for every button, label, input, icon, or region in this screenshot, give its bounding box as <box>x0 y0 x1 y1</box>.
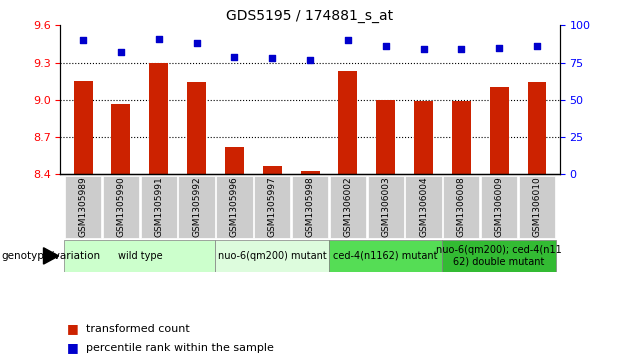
Bar <box>225 147 244 174</box>
Point <box>116 49 126 55</box>
FancyBboxPatch shape <box>103 176 139 238</box>
FancyBboxPatch shape <box>216 176 252 238</box>
FancyBboxPatch shape <box>329 240 443 272</box>
Polygon shape <box>43 248 59 264</box>
Text: percentile rank within the sample: percentile rank within the sample <box>86 343 273 353</box>
Text: nuo-6(qm200) mutant: nuo-6(qm200) mutant <box>218 251 327 261</box>
Bar <box>74 81 93 174</box>
Bar <box>377 100 395 174</box>
FancyBboxPatch shape <box>64 240 216 272</box>
Point <box>191 40 202 46</box>
Text: GSM1306002: GSM1306002 <box>343 176 352 237</box>
FancyBboxPatch shape <box>405 176 441 238</box>
FancyBboxPatch shape <box>141 176 177 238</box>
FancyBboxPatch shape <box>519 176 555 238</box>
Bar <box>187 82 206 174</box>
FancyBboxPatch shape <box>65 176 101 238</box>
Text: GSM1306008: GSM1306008 <box>457 176 466 237</box>
Text: GSM1305996: GSM1305996 <box>230 176 239 237</box>
Text: wild type: wild type <box>118 251 162 261</box>
Bar <box>490 87 509 174</box>
Text: GSM1305991: GSM1305991 <box>155 176 163 237</box>
Point <box>154 36 164 42</box>
Text: ■: ■ <box>67 341 78 354</box>
Text: GSM1306004: GSM1306004 <box>419 176 428 237</box>
Point <box>456 46 466 52</box>
Bar <box>111 103 130 174</box>
FancyBboxPatch shape <box>443 240 556 272</box>
Text: genotype/variation: genotype/variation <box>1 251 100 261</box>
FancyBboxPatch shape <box>179 176 215 238</box>
Point <box>418 46 429 52</box>
Text: GSM1305998: GSM1305998 <box>305 176 315 237</box>
Bar <box>263 166 282 174</box>
Bar <box>452 101 471 174</box>
Point <box>230 54 240 60</box>
FancyBboxPatch shape <box>481 176 517 238</box>
FancyBboxPatch shape <box>292 176 328 238</box>
Text: GSM1305990: GSM1305990 <box>116 176 125 237</box>
Bar <box>149 63 168 174</box>
Bar <box>338 71 357 174</box>
Text: GSM1305989: GSM1305989 <box>79 176 88 237</box>
Bar <box>527 82 546 174</box>
Point <box>305 57 315 62</box>
Point <box>494 45 504 51</box>
Point <box>343 37 353 43</box>
FancyBboxPatch shape <box>254 176 291 238</box>
Text: ■: ■ <box>67 322 78 335</box>
FancyBboxPatch shape <box>329 176 366 238</box>
Bar <box>414 101 433 174</box>
FancyBboxPatch shape <box>443 176 480 238</box>
Title: GDS5195 / 174881_s_at: GDS5195 / 174881_s_at <box>226 9 394 23</box>
FancyBboxPatch shape <box>216 240 329 272</box>
Bar <box>301 171 319 174</box>
Text: GSM1306010: GSM1306010 <box>532 176 541 237</box>
Point <box>267 55 277 61</box>
FancyBboxPatch shape <box>368 176 404 238</box>
Point <box>532 43 542 49</box>
Text: GSM1305992: GSM1305992 <box>192 176 201 237</box>
Text: GSM1306009: GSM1306009 <box>495 176 504 237</box>
Point <box>78 37 88 43</box>
Text: GSM1306003: GSM1306003 <box>381 176 391 237</box>
Text: GSM1305997: GSM1305997 <box>268 176 277 237</box>
Text: transformed count: transformed count <box>86 323 190 334</box>
Text: ced-4(n1162) mutant: ced-4(n1162) mutant <box>333 251 438 261</box>
Text: nuo-6(qm200); ced-4(n11
62) double mutant: nuo-6(qm200); ced-4(n11 62) double mutan… <box>436 245 562 267</box>
Point <box>380 43 391 49</box>
